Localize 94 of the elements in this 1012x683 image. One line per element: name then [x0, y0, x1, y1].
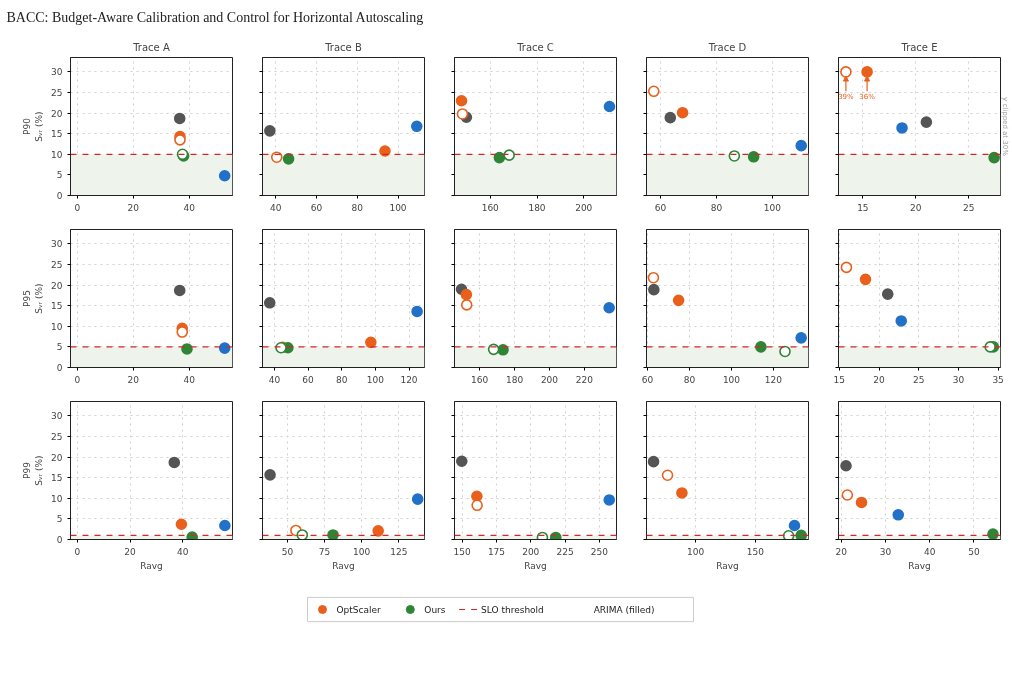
- x-tick-label: 40: [176, 546, 189, 557]
- x-tick-label: 60: [310, 202, 323, 213]
- y-tick-label: 10: [51, 321, 63, 332]
- x-tick-label: 50: [968, 546, 980, 557]
- y-tick-label: 15: [51, 129, 63, 140]
- x-tick-label: 100: [389, 202, 407, 213]
- x-tick-label: 100: [353, 546, 371, 557]
- legend-label: SLO threshold: [481, 604, 544, 615]
- x-tick-label: 15: [833, 374, 846, 385]
- y-tick-label: 0: [56, 363, 63, 373]
- x-tick-label: 120: [764, 374, 783, 385]
- y-tick-label: 10: [51, 149, 63, 160]
- y-tick-label: 25: [51, 260, 63, 271]
- x-tick-label: 125: [390, 546, 408, 557]
- x-tick-label: 75: [318, 546, 331, 557]
- x-tick-label: 120: [400, 374, 418, 385]
- x-tick-label: 40: [268, 374, 281, 385]
- y-tick-label: 30: [51, 411, 63, 422]
- legend-label: OptScaler: [336, 604, 382, 615]
- y-tick-label: 0: [56, 191, 63, 201]
- x-tick-label: 50: [281, 546, 294, 557]
- chart-title: Trace B: [324, 41, 362, 53]
- x-tick-label: 160: [481, 202, 500, 213]
- y-tick-label: 30: [51, 67, 63, 78]
- x-tick-label: 20: [910, 202, 922, 213]
- x-tick-label: 180: [505, 374, 524, 385]
- x-tick-label: 60: [302, 374, 315, 385]
- y-axis-title: P95 Sᵥᵣ (%): [22, 283, 45, 314]
- y-tick-label: 5: [56, 514, 63, 525]
- x-tick-label: 40: [183, 202, 196, 213]
- y-axis-title: P99 Sᵥᵣ (%): [22, 455, 45, 486]
- y-tick-label: 15: [51, 301, 63, 312]
- x-tick-label: 250: [590, 546, 609, 557]
- y-tick-label: 10: [51, 493, 63, 504]
- y-tick-label: 5: [56, 170, 63, 181]
- y-tick-label: 25: [51, 432, 63, 443]
- x-tick-label: 80: [710, 202, 723, 213]
- y-tick-label: 15: [51, 473, 63, 484]
- x-tick-label: 35: [992, 374, 1004, 385]
- x-tick-label: 100: [763, 202, 782, 213]
- x-tick-label: 20: [873, 374, 885, 385]
- x-tick-label: 20: [835, 546, 848, 557]
- x-axis-title: Ravg: [908, 560, 931, 571]
- y-tick-label: 20: [51, 108, 63, 119]
- x-axis-title: Ravg: [716, 560, 739, 571]
- x-tick-label: 150: [746, 546, 765, 557]
- x-tick-label: 80: [336, 374, 348, 385]
- x-tick-label: 30: [879, 546, 892, 557]
- x-tick-label: 100: [366, 374, 385, 385]
- x-tick-label: 0: [74, 374, 81, 385]
- x-axis-title: Ravg: [332, 560, 355, 571]
- chart-title: Trace E: [900, 41, 938, 53]
- x-tick-label: 200: [540, 374, 559, 385]
- x-tick-label: 20: [127, 202, 140, 213]
- x-tick-label: 60: [641, 374, 654, 385]
- x-tick-label: 25: [912, 374, 925, 385]
- x-tick-label: 40: [183, 374, 196, 385]
- x-tick-label: 60: [654, 202, 667, 213]
- y-axis-title: P90 Sᵥᵣ (%): [22, 111, 45, 142]
- x-axis-title: Ravg: [524, 560, 547, 571]
- x-axis-title: Ravg: [140, 560, 163, 571]
- x-tick-label: 0: [74, 546, 81, 557]
- y-tick-label: 0: [56, 535, 63, 545]
- x-tick-label: 20: [124, 546, 137, 557]
- y-tick-label: 5: [56, 342, 63, 353]
- x-tick-label: 150: [453, 546, 472, 557]
- x-tick-label: 80: [683, 374, 696, 385]
- x-tick-label: 25: [963, 202, 975, 213]
- x-tick-label: 200: [522, 546, 540, 557]
- x-tick-label: 40: [923, 546, 936, 557]
- x-tick-label: 200: [575, 202, 593, 213]
- y-tick-label: 30: [51, 239, 63, 250]
- x-tick-label: 80: [351, 202, 364, 213]
- chart-title: Trace C: [516, 41, 554, 53]
- y-tick-label: 25: [51, 88, 63, 99]
- legend-label: Ours: [424, 604, 446, 615]
- x-tick-label: 160: [471, 374, 489, 385]
- y-tick-label: 20: [51, 280, 63, 291]
- text: BACC: Budget-Aware Calibration and Control for Horizontal Autoscaling: [6, 10, 424, 25]
- x-tick-label: 100: [686, 546, 705, 557]
- x-tick-label: 220: [575, 374, 594, 385]
- x-tick-label: 40: [270, 202, 282, 213]
- x-tick-label: 0: [74, 202, 81, 213]
- x-tick-label: 15: [857, 202, 869, 213]
- chart-title: Trace A: [132, 41, 170, 53]
- x-tick-label: 100: [722, 374, 741, 385]
- x-tick-label: 180: [528, 202, 546, 213]
- x-tick-label: 30: [952, 374, 965, 385]
- chart-title: Trace D: [707, 41, 747, 53]
- x-tick-label: 225: [556, 546, 574, 557]
- x-tick-label: 175: [487, 546, 506, 557]
- y-tick-label: 20: [51, 452, 63, 463]
- x-tick-label: 20: [127, 374, 140, 385]
- text: ARIMA (filled): [593, 604, 655, 615]
